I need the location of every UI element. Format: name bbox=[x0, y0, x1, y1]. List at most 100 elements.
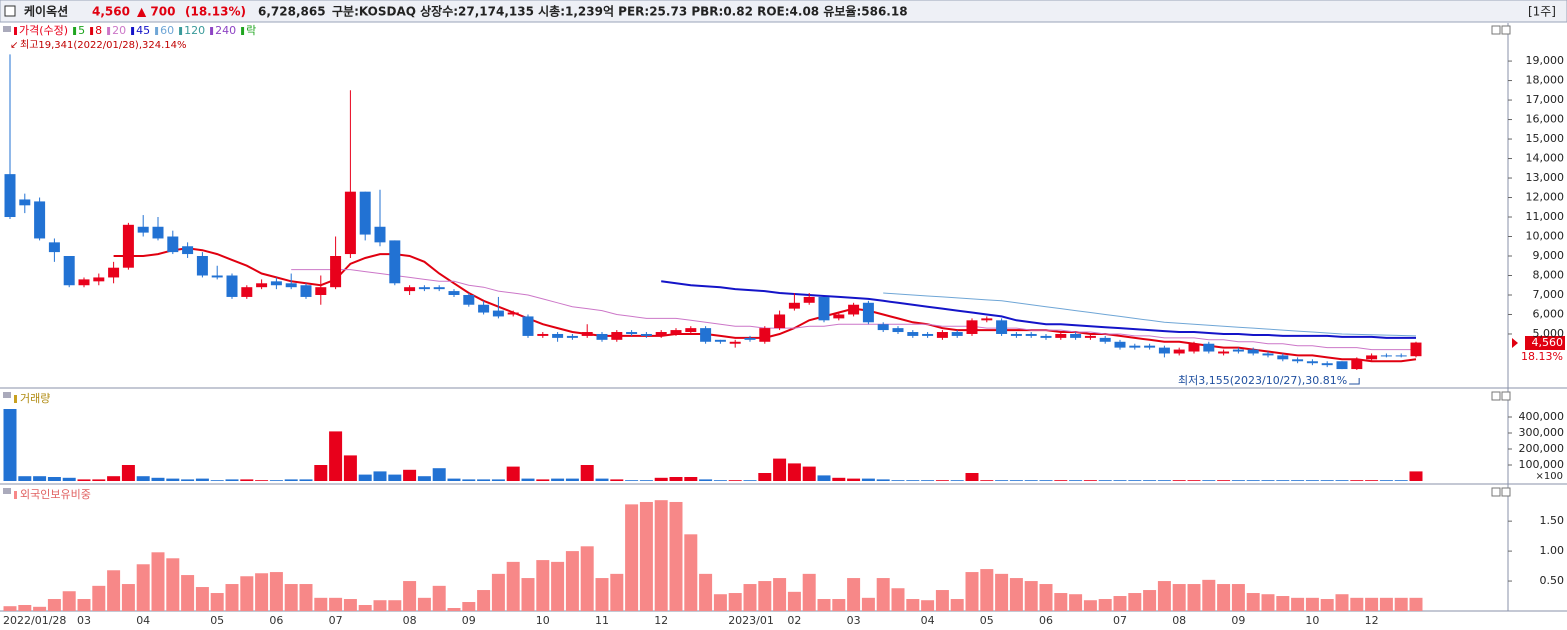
bar bbox=[728, 593, 742, 611]
candle-body bbox=[714, 339, 726, 342]
bar bbox=[121, 465, 135, 481]
candle-body bbox=[1203, 343, 1215, 352]
pane-button[interactable] bbox=[1491, 391, 1501, 401]
y-tick-label: 7,000 bbox=[1533, 288, 1565, 301]
bar bbox=[92, 585, 106, 611]
candle-body bbox=[1292, 359, 1304, 362]
bar bbox=[935, 480, 949, 481]
bar bbox=[713, 480, 727, 481]
bar bbox=[1024, 581, 1038, 611]
pane-button[interactable] bbox=[3, 26, 11, 32]
bar bbox=[995, 480, 1009, 481]
bar bbox=[491, 573, 505, 611]
bar bbox=[861, 478, 875, 481]
period[interactable]: [1주] bbox=[1528, 5, 1556, 19]
candle-body bbox=[788, 302, 800, 309]
candle-body bbox=[611, 332, 623, 340]
candle-body bbox=[448, 291, 460, 295]
pane-button[interactable] bbox=[3, 392, 11, 398]
legend-label: 락 bbox=[246, 24, 256, 37]
last-price-marker bbox=[1512, 338, 1518, 348]
low-note: 최저3,155(2023/10/27),30.81% bbox=[1178, 374, 1347, 387]
pane-button[interactable] bbox=[3, 488, 11, 494]
bar bbox=[1320, 599, 1334, 611]
bar bbox=[906, 599, 920, 611]
candle-body bbox=[818, 296, 830, 321]
bar bbox=[1187, 584, 1201, 611]
candle-body bbox=[744, 337, 756, 340]
x-tick-label: 07 bbox=[329, 614, 343, 627]
bar bbox=[447, 478, 461, 481]
volume-unit: ×100 bbox=[1536, 471, 1563, 482]
candle-body bbox=[892, 328, 904, 333]
bar bbox=[255, 480, 269, 481]
candle-body bbox=[285, 283, 297, 288]
bar bbox=[1128, 593, 1142, 611]
bar bbox=[699, 479, 713, 481]
candle-body bbox=[951, 332, 963, 336]
x-tick-label: 06 bbox=[269, 614, 283, 627]
pane-button[interactable] bbox=[1501, 391, 1511, 401]
bar bbox=[1365, 480, 1379, 481]
checkbox[interactable] bbox=[4, 5, 16, 17]
candle-body bbox=[48, 242, 60, 253]
bar bbox=[343, 455, 357, 481]
pane-button[interactable] bbox=[1491, 25, 1501, 35]
bar bbox=[1202, 480, 1216, 481]
bar bbox=[684, 477, 698, 481]
bar bbox=[417, 597, 431, 611]
y-tick-label: 15,000 bbox=[1526, 132, 1565, 145]
bar bbox=[1217, 584, 1231, 611]
bar bbox=[950, 480, 964, 481]
legend-swatch bbox=[131, 27, 135, 35]
candle-body bbox=[359, 191, 371, 235]
bar bbox=[1305, 480, 1319, 481]
candle-body bbox=[1321, 363, 1333, 366]
bar bbox=[240, 576, 254, 611]
y-tick-label: 100,000 bbox=[1519, 458, 1565, 471]
legend-swatch bbox=[73, 27, 77, 35]
y-tick-label: 5,000 bbox=[1533, 327, 1565, 340]
bar bbox=[3, 606, 17, 611]
candle-body bbox=[981, 318, 993, 321]
pane-title-marker bbox=[14, 395, 17, 403]
bar bbox=[225, 479, 239, 481]
candle-body bbox=[1055, 333, 1067, 338]
bar bbox=[847, 578, 861, 611]
legend-label: 가격(수정) bbox=[19, 24, 68, 37]
bar bbox=[1172, 584, 1186, 611]
x-tick-label: 05 bbox=[980, 614, 994, 627]
bar bbox=[1069, 594, 1083, 611]
bar bbox=[1246, 480, 1260, 481]
bar bbox=[669, 477, 683, 481]
bar bbox=[1098, 599, 1112, 611]
y-tick-label: 16,000 bbox=[1526, 113, 1565, 126]
bar bbox=[166, 478, 180, 481]
pane-button[interactable] bbox=[1491, 487, 1501, 497]
candle-body bbox=[1099, 337, 1111, 342]
bar bbox=[950, 599, 964, 611]
candle-body bbox=[566, 335, 578, 338]
bar bbox=[195, 478, 209, 481]
low-arrow bbox=[1349, 378, 1360, 385]
bar bbox=[62, 591, 76, 611]
candle-body bbox=[1158, 347, 1170, 354]
bar bbox=[847, 478, 861, 481]
bar bbox=[699, 573, 713, 611]
bar bbox=[314, 597, 328, 611]
bar bbox=[610, 573, 624, 611]
bar bbox=[299, 479, 313, 481]
candle-body bbox=[196, 256, 208, 276]
bar bbox=[921, 600, 935, 611]
candle-body bbox=[344, 191, 356, 255]
bar bbox=[536, 479, 550, 481]
candle-body bbox=[19, 199, 31, 206]
bar bbox=[817, 599, 831, 611]
bar bbox=[136, 476, 150, 481]
candle-body bbox=[4, 174, 16, 218]
bar bbox=[1350, 597, 1364, 611]
bar bbox=[255, 573, 269, 611]
bar bbox=[1261, 594, 1275, 611]
pane-button[interactable] bbox=[1501, 487, 1511, 497]
pane-button[interactable] bbox=[1501, 25, 1511, 35]
